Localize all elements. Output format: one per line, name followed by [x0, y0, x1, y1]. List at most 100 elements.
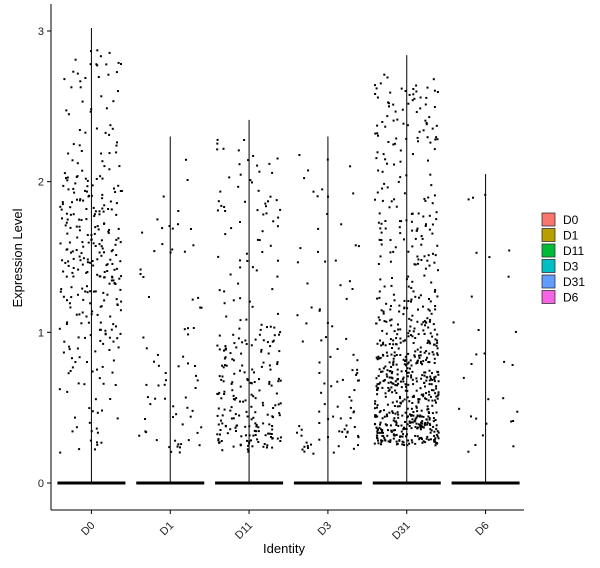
data-point: [410, 319, 413, 322]
data-point: [94, 226, 97, 229]
data-point: [345, 424, 348, 427]
data-point: [393, 299, 396, 302]
data-point: [420, 243, 423, 246]
data-point: [375, 434, 378, 437]
data-point: [118, 277, 121, 280]
data-point: [415, 422, 418, 425]
data-point: [400, 220, 403, 223]
data-point: [81, 311, 84, 314]
data-point: [239, 369, 241, 372]
data-point: [296, 431, 298, 434]
data-point: [223, 349, 225, 352]
data-point: [257, 441, 260, 443]
data-point: [223, 408, 226, 411]
data-point: [243, 371, 246, 374]
data-point: [376, 432, 379, 434]
data-point: [475, 417, 478, 420]
data-point: [349, 417, 352, 420]
data-point: [390, 353, 393, 356]
data-point: [433, 148, 436, 151]
data-point: [98, 213, 101, 216]
data-point: [381, 121, 384, 123]
data-point: [100, 254, 103, 257]
data-point: [58, 327, 61, 330]
data-point: [267, 432, 270, 435]
data-point: [257, 430, 260, 433]
data-point: [433, 439, 436, 441]
data-point: [416, 136, 419, 139]
data-point: [246, 415, 249, 418]
data-point: [108, 168, 111, 171]
data-point: [326, 213, 329, 215]
data-point: [410, 421, 413, 424]
data-point: [76, 72, 79, 75]
data-point: [68, 345, 71, 348]
data-point: [415, 389, 418, 392]
data-point: [378, 368, 381, 371]
data-point: [60, 288, 63, 291]
data-point: [432, 323, 435, 326]
data-point: [384, 439, 387, 442]
data-point: [86, 271, 89, 273]
data-point: [104, 329, 107, 332]
data-point: [277, 216, 280, 219]
data-point: [400, 386, 403, 389]
data-point: [85, 218, 88, 221]
data-point: [153, 360, 155, 363]
data-point: [156, 218, 159, 221]
data-point: [67, 264, 70, 267]
data-point: [485, 422, 488, 425]
data-point: [414, 237, 417, 240]
data-point: [192, 244, 195, 247]
data-point: [320, 339, 323, 342]
data-point: [117, 90, 119, 93]
data-point: [415, 362, 418, 365]
data-point: [228, 176, 231, 179]
data-point: [379, 82, 382, 85]
data-point: [418, 354, 420, 357]
data-point: [260, 323, 263, 326]
data-point: [387, 440, 390, 443]
data-point: [161, 243, 164, 246]
data-point: [233, 342, 236, 345]
data-point: [68, 241, 71, 244]
data-point: [86, 234, 89, 236]
data-point: [395, 424, 398, 426]
data-point: [412, 342, 415, 344]
data-point: [321, 188, 324, 191]
data-point: [330, 385, 333, 388]
data-point: [395, 137, 398, 140]
data-point: [72, 213, 75, 216]
data-point: [376, 387, 379, 390]
data-point: [93, 215, 96, 217]
data-point: [427, 159, 429, 162]
data-point: [392, 363, 395, 366]
data-point: [94, 448, 96, 451]
data-point: [429, 300, 432, 303]
data-point: [386, 415, 389, 418]
data-point: [487, 398, 490, 401]
data-point: [392, 357, 395, 360]
data-point: [422, 440, 425, 443]
data-point: [81, 100, 84, 103]
data-point: [88, 261, 91, 264]
data-point: [78, 225, 81, 228]
data-point: [77, 336, 80, 339]
data-point: [346, 431, 349, 434]
y-tick-label: 0: [38, 478, 44, 490]
data-point: [404, 427, 406, 430]
data-point: [318, 410, 321, 413]
data-point: [223, 290, 226, 293]
data-point: [100, 95, 103, 98]
data-point: [428, 393, 431, 396]
data-point: [187, 333, 190, 336]
data-point: [305, 441, 308, 444]
data-point: [300, 434, 303, 437]
data-point: [61, 217, 63, 220]
data-point: [112, 340, 115, 343]
data-point: [268, 382, 271, 385]
data-point: [318, 309, 321, 312]
data-point: [385, 373, 388, 376]
data-point: [89, 439, 92, 442]
data-point: [265, 212, 268, 215]
